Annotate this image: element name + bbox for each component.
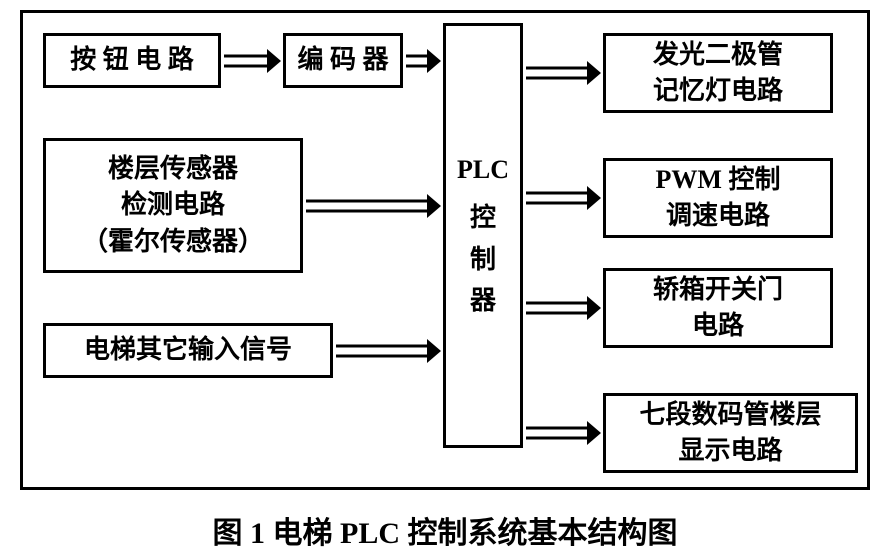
diagram-outer-frame: 按 钮 电 路 编 码 器 楼层传感器 检测电路 （霍尔传感器） 电梯其它输入信… xyxy=(20,10,870,490)
node-button-circuit: 按 钮 电 路 xyxy=(43,33,221,88)
caption-text: 图 1 电梯 PLC 控制系统基本结构图 xyxy=(213,517,678,550)
edge-encoder-plc xyxy=(406,49,441,73)
edge-button-encoder xyxy=(224,49,281,73)
node-label: 七段数码管楼层 显示电路 xyxy=(639,397,821,470)
node-label: 按 钮 电 路 xyxy=(70,42,194,78)
node-pwm-speed: PWM 控制 调速电路 xyxy=(603,158,833,238)
node-led-memory: 发光二极管 记忆灯电路 xyxy=(603,33,833,113)
edge-plc-door xyxy=(526,296,601,320)
edge-plc-led xyxy=(526,61,601,85)
node-other-input: 电梯其它输入信号 xyxy=(43,323,333,378)
node-plc: PLC 控 制 器 xyxy=(443,23,523,448)
plc-label-cn-0: 控 xyxy=(470,197,496,239)
node-encoder: 编 码 器 xyxy=(283,33,403,88)
plc-label-cn-2: 器 xyxy=(470,280,496,322)
edge-plc-pwm xyxy=(526,186,601,210)
edge-plc-sevenseg xyxy=(526,421,601,445)
node-label: PWM 控制 调速电路 xyxy=(656,162,781,235)
node-label: 电梯其它输入信号 xyxy=(84,332,292,368)
edge-other-plc xyxy=(336,339,441,363)
node-label: 楼层传感器 检测电路 （霍尔传感器） xyxy=(82,151,264,260)
figure-caption: 图 1 电梯 PLC 控制系统基本结构图 xyxy=(0,508,890,552)
node-label: 编 码 器 xyxy=(297,42,388,78)
node-label: 发光二极管 记忆灯电路 xyxy=(653,37,783,110)
node-door-circuit: 轿箱开关门 电路 xyxy=(603,268,833,348)
node-seven-seg: 七段数码管楼层 显示电路 xyxy=(603,393,858,473)
node-label: 轿箱开关门 电路 xyxy=(653,272,783,345)
plc-label-en: PLC xyxy=(457,149,509,191)
edge-floor-plc xyxy=(306,194,441,218)
node-floor-sensor: 楼层传感器 检测电路 （霍尔传感器） xyxy=(43,138,303,273)
plc-label-cn-1: 制 xyxy=(470,239,496,281)
